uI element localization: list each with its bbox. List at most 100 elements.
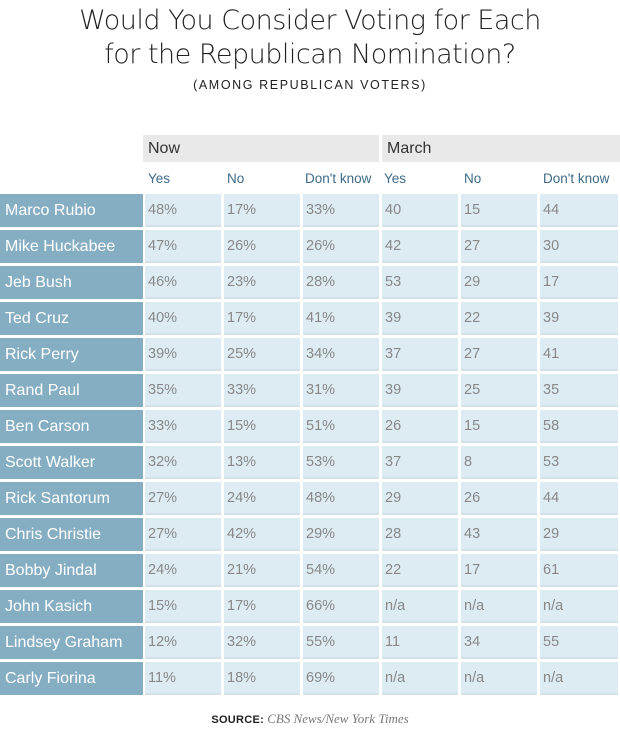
cell-now-dontknow: 33% <box>303 194 379 227</box>
cell-march-yes: 26 <box>382 410 458 443</box>
cell-now-no: 21% <box>224 554 300 587</box>
source-note: SOURCE: CBS News/New York Times <box>0 711 620 727</box>
cell-now-no: 33% <box>224 374 300 407</box>
candidate-name: Rand Paul <box>0 374 143 407</box>
cell-now-dontknow: 31% <box>303 374 379 407</box>
cell-now-yes: 11% <box>145 662 221 695</box>
subheader-march-dontknow: Don't know <box>543 171 610 186</box>
table-row: Marco Rubio 48% 17% 33% 40 15 44 <box>0 194 620 227</box>
source-text: CBS News/New York Times <box>267 711 409 726</box>
cell-march-dontknow: 61 <box>540 554 618 587</box>
cell-march-no: 15 <box>461 410 537 443</box>
cell-now-no: 25% <box>224 338 300 371</box>
table-row: Rick Perry 39% 25% 34% 37 27 41 <box>0 338 620 371</box>
group-header-march: March <box>382 135 620 162</box>
cell-march-dontknow: n/a <box>540 590 618 623</box>
cell-now-dontknow: 34% <box>303 338 379 371</box>
table-row: Bobby Jindal 24% 21% 54% 22 17 61 <box>0 554 620 587</box>
group-header-now: Now <box>143 135 379 162</box>
candidate-name: Rick Perry <box>0 338 143 371</box>
cell-now-yes: 27% <box>145 482 221 515</box>
cell-now-yes: 46% <box>145 266 221 299</box>
cell-now-dontknow: 48% <box>303 482 379 515</box>
cell-now-no: 26% <box>224 230 300 263</box>
table-row: Ben Carson 33% 15% 51% 26 15 58 <box>0 410 620 443</box>
subheader-march-yes: Yes <box>384 171 407 186</box>
table-row: Carly Fiorina 11% 18% 69% n/a n/a n/a <box>0 662 620 695</box>
cell-march-dontknow: 55 <box>540 626 618 659</box>
candidate-name: Mike Huckabee <box>0 230 143 263</box>
subheader-now-yes: Yes <box>148 171 171 186</box>
table-row: Chris Christie 27% 42% 29% 28 43 29 <box>0 518 620 551</box>
cell-march-dontknow: 30 <box>540 230 618 263</box>
cell-march-no: 26 <box>461 482 537 515</box>
cell-now-yes: 47% <box>145 230 221 263</box>
cell-now-dontknow: 55% <box>303 626 379 659</box>
cell-march-yes: 28 <box>382 518 458 551</box>
cell-now-no: 13% <box>224 446 300 479</box>
cell-now-no: 24% <box>224 482 300 515</box>
cell-now-dontknow: 29% <box>303 518 379 551</box>
cell-march-yes: 22 <box>382 554 458 587</box>
cell-march-yes: 37 <box>382 446 458 479</box>
cell-now-dontknow: 54% <box>303 554 379 587</box>
cell-march-yes: 37 <box>382 338 458 371</box>
table-row: Ted Cruz 40% 17% 41% 39 22 39 <box>0 302 620 335</box>
cell-march-yes: 11 <box>382 626 458 659</box>
cell-march-dontknow: n/a <box>540 662 618 695</box>
cell-now-no: 17% <box>224 590 300 623</box>
cell-now-dontknow: 66% <box>303 590 379 623</box>
cell-now-yes: 40% <box>145 302 221 335</box>
cell-now-dontknow: 51% <box>303 410 379 443</box>
table-row: Jeb Bush 46% 23% 28% 53 29 17 <box>0 266 620 299</box>
cell-march-no: 8 <box>461 446 537 479</box>
cell-march-yes: n/a <box>382 662 458 695</box>
cell-march-yes: 39 <box>382 374 458 407</box>
title-line-1: Would You Consider Voting for Each <box>79 5 541 36</box>
subheader-march-no: No <box>464 171 482 186</box>
subheader-now-dontknow: Don't know <box>305 171 372 186</box>
cell-now-no: 17% <box>224 302 300 335</box>
cell-now-yes: 27% <box>145 518 221 551</box>
cell-now-no: 18% <box>224 662 300 695</box>
cell-now-dontknow: 53% <box>303 446 379 479</box>
cell-march-yes: 29 <box>382 482 458 515</box>
cell-march-yes: 53 <box>382 266 458 299</box>
cell-now-no: 23% <box>224 266 300 299</box>
cell-now-yes: 32% <box>145 446 221 479</box>
cell-now-yes: 15% <box>145 590 221 623</box>
cell-march-dontknow: 35 <box>540 374 618 407</box>
candidate-name: Rick Santorum <box>0 482 143 515</box>
cell-now-yes: 33% <box>145 410 221 443</box>
cell-now-dontknow: 28% <box>303 266 379 299</box>
cell-march-dontknow: 58 <box>540 410 618 443</box>
cell-now-yes: 39% <box>145 338 221 371</box>
cell-march-yes: 40 <box>382 194 458 227</box>
cell-now-no: 17% <box>224 194 300 227</box>
candidate-name: Marco Rubio <box>0 194 143 227</box>
candidate-name: Ted Cruz <box>0 302 143 335</box>
cell-march-dontknow: 44 <box>540 482 618 515</box>
cell-march-no: 17 <box>461 554 537 587</box>
cell-now-no: 15% <box>224 410 300 443</box>
cell-now-no: 32% <box>224 626 300 659</box>
cell-now-no: 42% <box>224 518 300 551</box>
cell-now-yes: 35% <box>145 374 221 407</box>
cell-now-dontknow: 26% <box>303 230 379 263</box>
cell-now-yes: 12% <box>145 626 221 659</box>
candidate-name: Scott Walker <box>0 446 143 479</box>
source-label: SOURCE: <box>211 714 265 726</box>
cell-march-no: 15 <box>461 194 537 227</box>
cell-now-yes: 24% <box>145 554 221 587</box>
candidate-name: Lindsey Graham <box>0 626 143 659</box>
cell-march-no: n/a <box>461 662 537 695</box>
cell-march-no: 27 <box>461 230 537 263</box>
cell-march-dontknow: 41 <box>540 338 618 371</box>
cell-march-dontknow: 53 <box>540 446 618 479</box>
cell-now-dontknow: 41% <box>303 302 379 335</box>
cell-march-yes: 39 <box>382 302 458 335</box>
candidate-name: Ben Carson <box>0 410 143 443</box>
cell-march-dontknow: 29 <box>540 518 618 551</box>
table-row: Mike Huckabee 47% 26% 26% 42 27 30 <box>0 230 620 263</box>
table-row: Rick Santorum 27% 24% 48% 29 26 44 <box>0 482 620 515</box>
